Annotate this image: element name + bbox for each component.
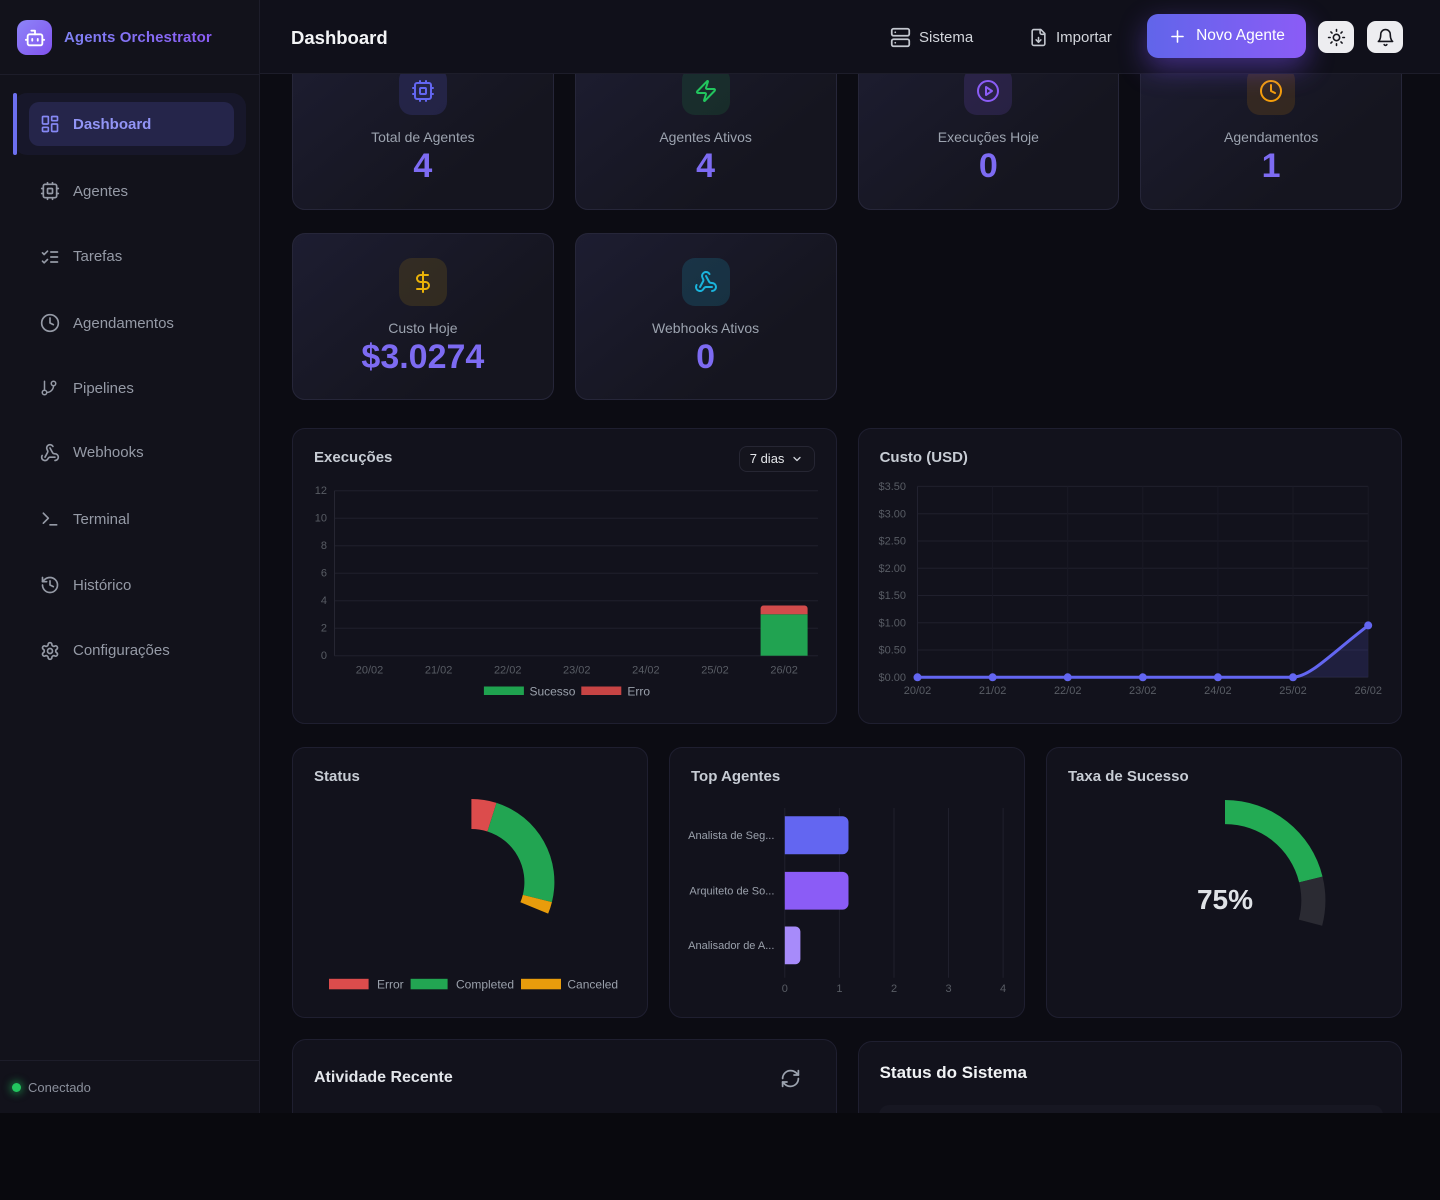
svg-text:4: 4: [321, 595, 327, 607]
svg-text:2: 2: [321, 622, 327, 634]
svg-text:8: 8: [321, 540, 327, 552]
svg-text:20/02: 20/02: [356, 664, 384, 676]
svg-text:Completed: Completed: [456, 978, 514, 992]
svg-text:23/02: 23/02: [563, 664, 591, 676]
svg-text:21/02: 21/02: [425, 664, 453, 676]
svg-text:24/02: 24/02: [632, 664, 660, 676]
svg-text:$1.00: $1.00: [878, 617, 906, 629]
svg-text:$3.50: $3.50: [878, 481, 906, 493]
svg-text:26/02: 26/02: [770, 664, 798, 676]
svg-text:6: 6: [321, 568, 327, 580]
svg-text:22/02: 22/02: [1054, 685, 1082, 697]
svg-text:$1.50: $1.50: [878, 590, 906, 602]
svg-text:$0.50: $0.50: [878, 645, 906, 657]
svg-text:24/02: 24/02: [1204, 685, 1232, 697]
svg-text:23/02: 23/02: [1129, 685, 1157, 697]
svg-text:3: 3: [945, 983, 951, 995]
svg-text:Analisador de A...: Analisador de A...: [688, 940, 774, 952]
svg-text:4: 4: [1000, 983, 1006, 995]
svg-text:20/02: 20/02: [903, 685, 931, 697]
svg-text:$0.00: $0.00: [878, 672, 906, 684]
svg-text:$2.00: $2.00: [878, 563, 906, 575]
svg-text:10: 10: [315, 513, 327, 525]
svg-text:Sucesso: Sucesso: [529, 684, 575, 698]
svg-text:2: 2: [891, 983, 897, 995]
svg-text:$3.00: $3.00: [878, 508, 906, 520]
svg-text:Erro: Erro: [627, 684, 650, 698]
svg-text:12: 12: [315, 485, 327, 497]
svg-text:21/02: 21/02: [978, 685, 1006, 697]
svg-text:0: 0: [321, 650, 327, 662]
svg-text:25/02: 25/02: [1279, 685, 1307, 697]
svg-text:Analista de Seg...: Analista de Seg...: [688, 830, 774, 842]
svg-text:22/02: 22/02: [494, 664, 522, 676]
svg-text:$2.50: $2.50: [878, 536, 906, 548]
svg-text:25/02: 25/02: [701, 664, 729, 676]
svg-text:26/02: 26/02: [1354, 685, 1381, 697]
svg-text:Canceled: Canceled: [567, 978, 618, 992]
svg-text:1: 1: [836, 983, 842, 995]
svg-text:0: 0: [782, 983, 788, 995]
svg-text:Error: Error: [377, 978, 404, 992]
svg-text:Arquiteto de So...: Arquiteto de So...: [689, 886, 774, 898]
